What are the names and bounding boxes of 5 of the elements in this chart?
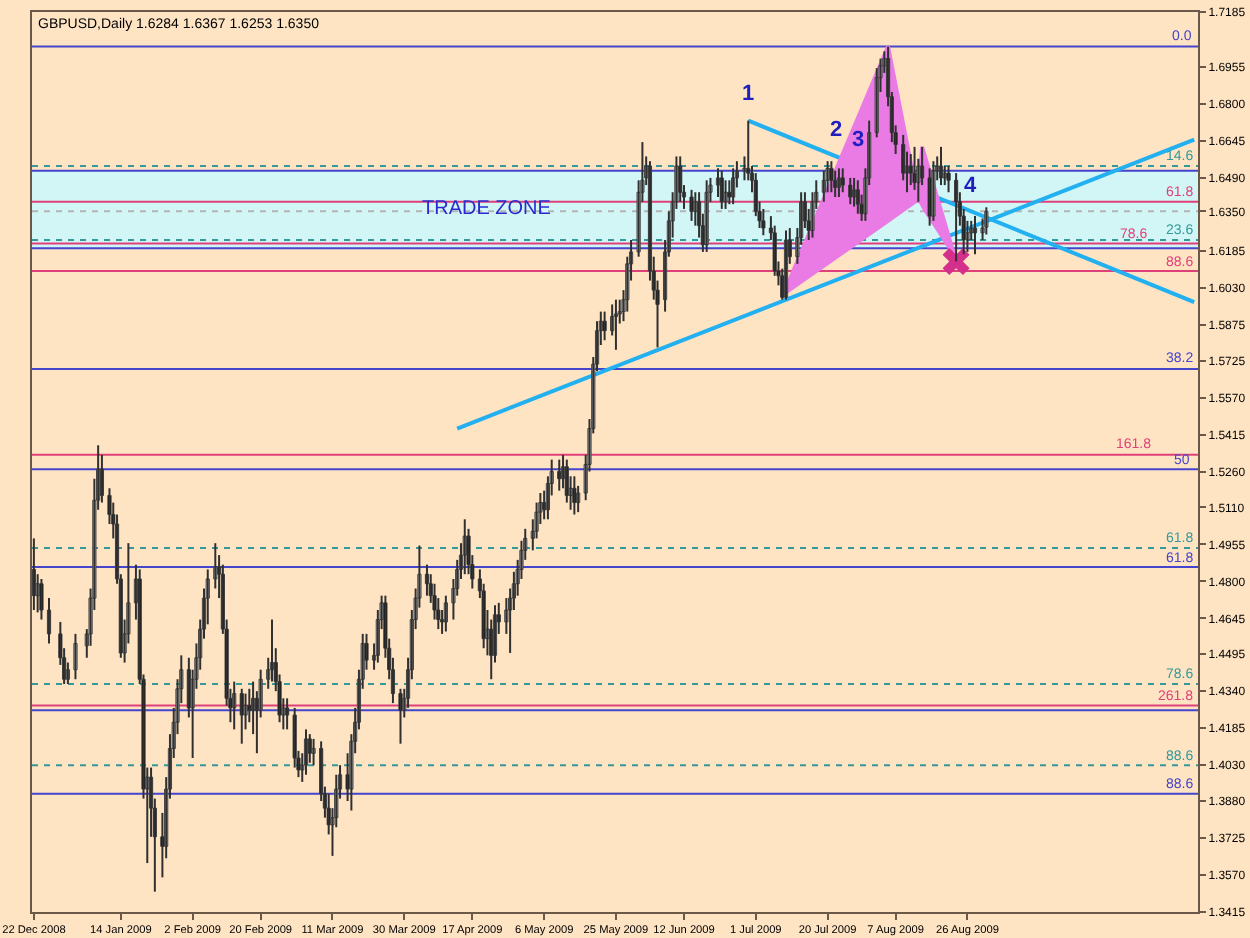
annotation: 4 [964,174,978,198]
annotation: 3 [852,128,865,152]
band-label: TRADE ZONE [422,198,552,220]
annotation: 1 [742,82,755,106]
annotation: 2 [830,118,843,142]
